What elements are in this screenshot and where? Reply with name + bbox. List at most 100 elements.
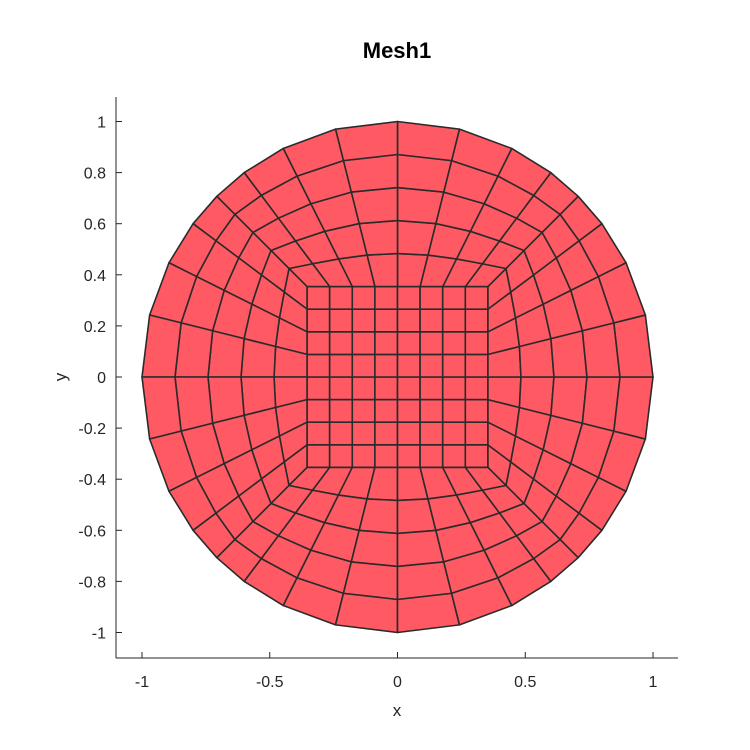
- mesh-cell-inner: [330, 445, 353, 468]
- mesh-cell-inner: [375, 309, 398, 332]
- x-tick-label: -1: [135, 674, 149, 691]
- y-tick-label: -0.2: [78, 421, 106, 438]
- mesh-cell-inner: [307, 445, 330, 468]
- mesh-cell-inner: [307, 400, 330, 423]
- mesh-cell-inner: [352, 445, 375, 468]
- mesh-cell-inner: [307, 332, 330, 355]
- mesh-cell-inner: [443, 309, 466, 332]
- mesh-cell-inner: [398, 332, 421, 355]
- mesh-cell-ring: [336, 122, 398, 161]
- mesh-cell-inner: [352, 287, 375, 310]
- mesh-cell-inner: [443, 400, 466, 423]
- mesh-cell-inner: [443, 332, 466, 355]
- mesh-cell-inner: [330, 400, 353, 423]
- mesh-cell-ring: [241, 339, 276, 377]
- mesh-cell-ring: [359, 499, 397, 534]
- mesh-cell-inner: [420, 354, 443, 377]
- mesh-cell-inner: [330, 287, 353, 310]
- mesh-cell-inner: [352, 400, 375, 423]
- mesh-cell-inner: [398, 287, 421, 310]
- mesh-cell-ring: [398, 188, 444, 224]
- mesh-cell-inner: [420, 309, 443, 332]
- mesh-cell-inner: [352, 354, 375, 377]
- mesh-cell-inner: [375, 377, 398, 400]
- mesh-cell-inner: [307, 377, 330, 400]
- mesh-cell-inner: [307, 354, 330, 377]
- mesh-cell-inner: [443, 377, 466, 400]
- mesh-cell-inner: [398, 309, 421, 332]
- mesh-cell-inner: [398, 354, 421, 377]
- mesh-cell-inner: [352, 377, 375, 400]
- mesh-cell-inner: [375, 422, 398, 445]
- mesh-cell-inner: [330, 422, 353, 445]
- mesh-cell-inner: [465, 332, 488, 355]
- mesh-cell-ring: [351, 530, 397, 566]
- mesh-cell-inner: [420, 422, 443, 445]
- y-tick-label: 0: [97, 370, 106, 387]
- mesh-cell-ring: [336, 593, 398, 632]
- mesh-cell-ring: [398, 593, 460, 632]
- mesh-cell-ring: [142, 377, 181, 439]
- mesh-cell-inner: [307, 287, 330, 310]
- mesh-cell-ring: [614, 377, 653, 439]
- mesh-cell-inner: [398, 422, 421, 445]
- mesh-cell-inner: [398, 377, 421, 400]
- mesh: [142, 122, 653, 633]
- y-ticks: 1 0.8 0.6 0.4 0.2 0 -0.2 -0.4 -0.6 -0.8 -1: [78, 115, 122, 643]
- x-axis-label: x: [393, 701, 402, 720]
- x-tick-label: 0.5: [514, 674, 536, 691]
- mesh-cell-inner: [375, 332, 398, 355]
- mesh-cell-inner: [352, 422, 375, 445]
- mesh-cell-inner: [330, 309, 353, 332]
- mesh-cell-inner: [398, 445, 421, 468]
- mesh-cell-inner: [375, 445, 398, 468]
- x-tick-label: 1: [649, 674, 658, 691]
- chart-title: Mesh1: [363, 38, 431, 63]
- mesh-cell-inner: [465, 287, 488, 310]
- mesh-cell-inner: [465, 354, 488, 377]
- mesh-cell-inner: [443, 354, 466, 377]
- mesh-cell-inner: [465, 400, 488, 423]
- mesh-cell-inner: [307, 309, 330, 332]
- y-tick-label: -0.4: [78, 472, 106, 489]
- mesh-cell-inner: [398, 400, 421, 423]
- mesh-cell-inner: [443, 422, 466, 445]
- mesh-cell-inner: [375, 354, 398, 377]
- y-axis-label: y: [51, 372, 70, 381]
- mesh-cell-inner: [443, 287, 466, 310]
- mesh-cell-inner: [375, 287, 398, 310]
- mesh-cell-ring: [398, 221, 436, 256]
- mesh-cell-inner: [330, 332, 353, 355]
- mesh-cell-inner: [375, 400, 398, 423]
- x-tick-label: 0: [393, 674, 402, 691]
- mesh-cell-inner: [465, 445, 488, 468]
- mesh-cell-ring: [519, 377, 554, 415]
- y-tick-label: 0.6: [84, 217, 106, 234]
- y-tick-label: 0.4: [84, 268, 106, 285]
- mesh-cell-ring: [614, 315, 653, 377]
- mesh-cell-inner: [420, 332, 443, 355]
- mesh-cell-ring: [398, 122, 460, 161]
- y-tick-label: -0.8: [78, 574, 106, 591]
- mesh-cell-inner: [465, 309, 488, 332]
- mesh-cell-inner: [443, 445, 466, 468]
- mesh-cell-inner: [330, 354, 353, 377]
- y-tick-label: 0.2: [84, 319, 106, 336]
- mesh-cell-inner: [307, 422, 330, 445]
- mesh-cell-inner: [420, 287, 443, 310]
- mesh-cell-inner: [352, 332, 375, 355]
- mesh-cell-inner: [420, 377, 443, 400]
- y-tick-label: -1: [92, 626, 106, 643]
- mesh-cell-ring: [551, 377, 587, 423]
- mesh-cell-inner: [465, 377, 488, 400]
- mesh-cell-inner: [420, 400, 443, 423]
- mesh-cell-inner: [330, 377, 353, 400]
- mesh-cell-inner: [420, 445, 443, 468]
- y-tick-label: 0.8: [84, 166, 106, 183]
- mesh-cell-inner: [352, 309, 375, 332]
- y-tick-label: -0.6: [78, 523, 106, 540]
- x-tick-label: -0.5: [256, 674, 284, 691]
- mesh-cell-inner: [465, 422, 488, 445]
- mesh-cell-ring: [208, 331, 244, 377]
